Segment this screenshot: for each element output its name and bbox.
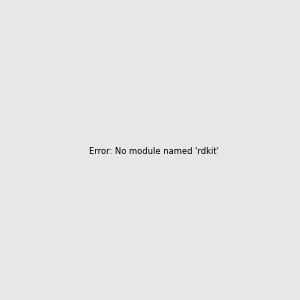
Text: Error: No module named 'rdkit': Error: No module named 'rdkit': [89, 147, 219, 156]
